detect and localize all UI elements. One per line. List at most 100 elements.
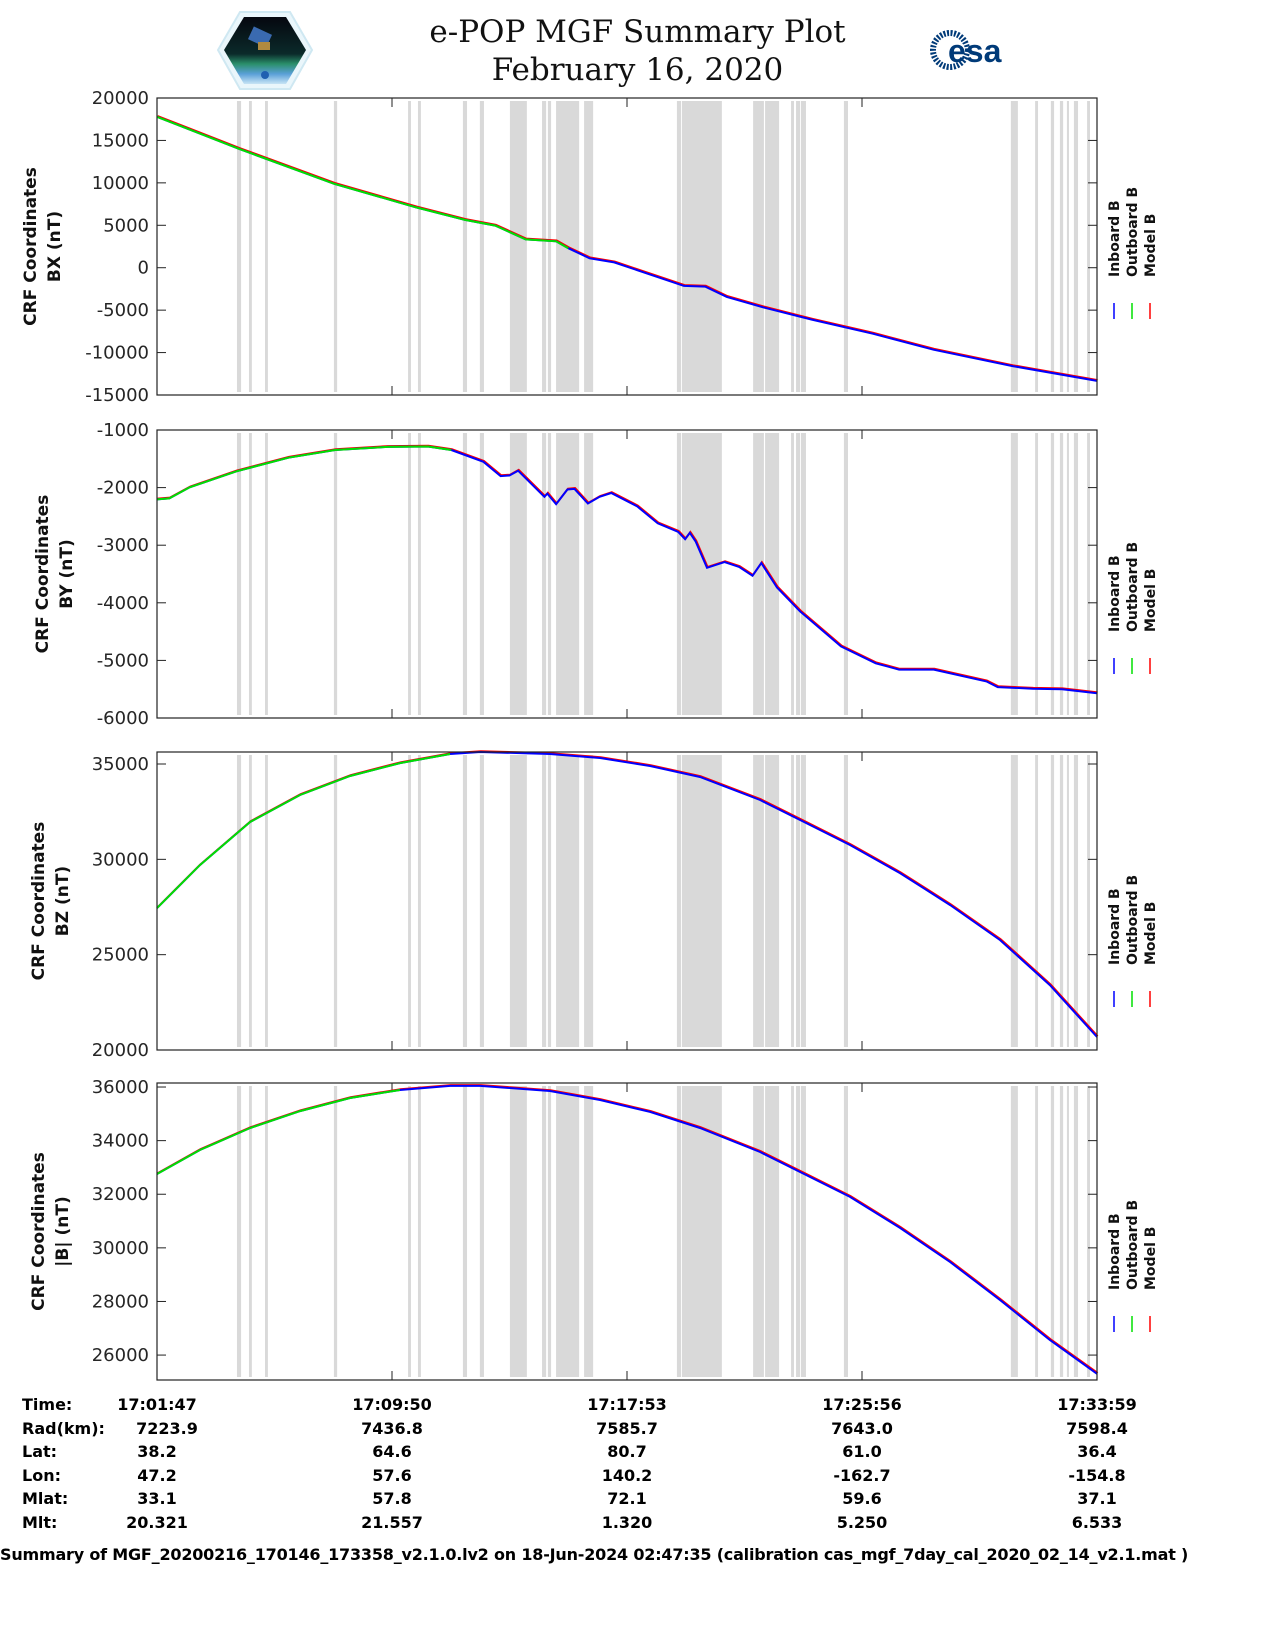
- table-cell: 37.1: [1077, 1489, 1117, 1508]
- data-gap-band: [479, 101, 484, 392]
- data-gap-band: [681, 755, 722, 1047]
- series-model-b: [157, 1084, 1099, 1374]
- table-cell: -162.7: [833, 1465, 891, 1485]
- y-tick-label: 0: [138, 258, 149, 279]
- panel-3: 35000 30000 25000 20000 CRF Coordinates BZ (n…: [29, 750, 1159, 1061]
- data-gap-band: [509, 755, 527, 1047]
- y-tick-label: -1000: [97, 420, 149, 441]
- series-outboard-b: [156, 115, 569, 250]
- data-gap-band: [796, 1086, 801, 1377]
- legend-label: Model B: [1143, 569, 1159, 632]
- series-outboard-b: [156, 753, 451, 909]
- data-gap-band: [800, 101, 806, 392]
- table-cell: -154.8: [1068, 1465, 1126, 1485]
- data-gap-band: [408, 433, 411, 715]
- data-gap-band: [547, 1086, 552, 1377]
- data-gap-band: [1087, 755, 1090, 1047]
- y-tick-label: 36000: [92, 1077, 149, 1098]
- table-cell: 6.533: [1071, 1512, 1123, 1532]
- panel-1: 20000 15000 10000 5000 0 -5000 -10000 -15000 CRF…: [21, 88, 1159, 406]
- table-cell: 33.1: [137, 1489, 177, 1508]
- data-gap-band: [509, 1086, 527, 1377]
- data-gap-band: [265, 1086, 268, 1377]
- y-tick-label: 10000: [92, 173, 149, 194]
- plot-date: February 16, 2020: [491, 52, 784, 88]
- data-gap-band: [417, 101, 421, 392]
- data-gap-band: [265, 101, 268, 392]
- table-cell: 7585.7: [596, 1418, 658, 1438]
- table-cell: 7598.4: [1066, 1418, 1128, 1438]
- data-gap-band: [791, 101, 794, 392]
- data-gap-band: [681, 433, 722, 715]
- data-gap-band: [765, 755, 780, 1047]
- panel-4: 36000 34000 32000 30000 28000 26000 CRF Coordi…: [29, 1077, 1159, 1381]
- data-gap-band: [462, 101, 468, 392]
- table-row-label: Mlat:: [22, 1489, 69, 1508]
- esa-logo: esa: [930, 30, 1002, 70]
- data-gap-band: [1010, 755, 1018, 1047]
- plot-title: e-POP MGF Summary Plot: [429, 14, 846, 50]
- data-gap-band: [542, 755, 547, 1047]
- panel-2: -1000 -2000 -3000 -4000 -5000 -6000 CRF Coordi…: [33, 420, 1159, 729]
- cassiope-logo: [216, 11, 314, 90]
- data-gap-band: [753, 101, 764, 392]
- legend-label: Inboard B: [1107, 555, 1123, 632]
- data-gap-band: [1035, 101, 1039, 392]
- y-tick-label: 30000: [92, 1238, 149, 1259]
- data-gap-band: [791, 755, 794, 1047]
- series-inboard-b: [156, 1084, 1098, 1375]
- table-cell: 80.7: [607, 1442, 647, 1461]
- legend-label: Outboard B: [1125, 875, 1141, 965]
- data-gap-band: [462, 1086, 468, 1377]
- y-tick-label: -3000: [97, 535, 149, 556]
- data-gap-band: [248, 433, 252, 715]
- data-gap-band: [1087, 101, 1090, 392]
- data-gap-band: [584, 1086, 594, 1377]
- table-cell: 17:01:47: [117, 1395, 197, 1414]
- data-gap-band: [236, 1086, 242, 1377]
- data-gap-band: [1050, 433, 1055, 715]
- legend-label: Outboard B: [1125, 1200, 1141, 1290]
- y-tick-label: -2000: [97, 478, 149, 499]
- data-gap-band: [796, 755, 801, 1047]
- table-cell: 47.2: [137, 1465, 177, 1485]
- y-axis-label: CRF Coordinates: [21, 167, 41, 326]
- data-gap-band: [676, 101, 682, 392]
- y-tick-label: -15000: [85, 385, 149, 406]
- series-inboard-b: [156, 445, 1098, 695]
- data-gap-band: [265, 433, 268, 715]
- axes-frame: [156, 1082, 1098, 1381]
- legend-label: Model B: [1143, 902, 1159, 965]
- data-gap-band: [417, 1086, 421, 1377]
- data-gap-band: [1073, 433, 1079, 715]
- table-cell: 140.2: [601, 1465, 653, 1485]
- axes-frame: [156, 97, 1098, 396]
- data-gap-band: [584, 755, 594, 1047]
- data-gap-band: [1066, 101, 1069, 392]
- data-gap-band: [765, 1086, 780, 1377]
- y-tick-label: 35000: [92, 754, 149, 775]
- axes-frame: [156, 751, 1098, 1051]
- data-gap-band: [1050, 1086, 1055, 1377]
- data-gap-band: [1059, 101, 1064, 392]
- data-gap-band: [542, 433, 547, 715]
- series-outboard-b: [156, 445, 452, 501]
- data-gap-band: [753, 433, 764, 715]
- y-tick-label: 32000: [92, 1184, 149, 1205]
- legend-label: Outboard B: [1125, 187, 1141, 277]
- data-gap-band: [753, 755, 764, 1047]
- data-gap-band: [1035, 1086, 1039, 1377]
- data-gap-band: [584, 101, 594, 392]
- data-gap-band: [417, 755, 421, 1047]
- table-row-label: Lat:: [22, 1442, 58, 1461]
- table-cell: 7436.8: [361, 1418, 423, 1438]
- y-tick-label: -4000: [97, 593, 149, 614]
- table-row-label: Time:: [22, 1395, 73, 1414]
- data-gap-band: [1010, 433, 1018, 715]
- data-gap-band: [236, 755, 242, 1047]
- series-inboard-b: [156, 115, 1098, 382]
- legend-label: Inboard B: [1107, 888, 1123, 965]
- table-cell: 1.320: [601, 1512, 653, 1532]
- table-cell: 57.6: [372, 1465, 412, 1485]
